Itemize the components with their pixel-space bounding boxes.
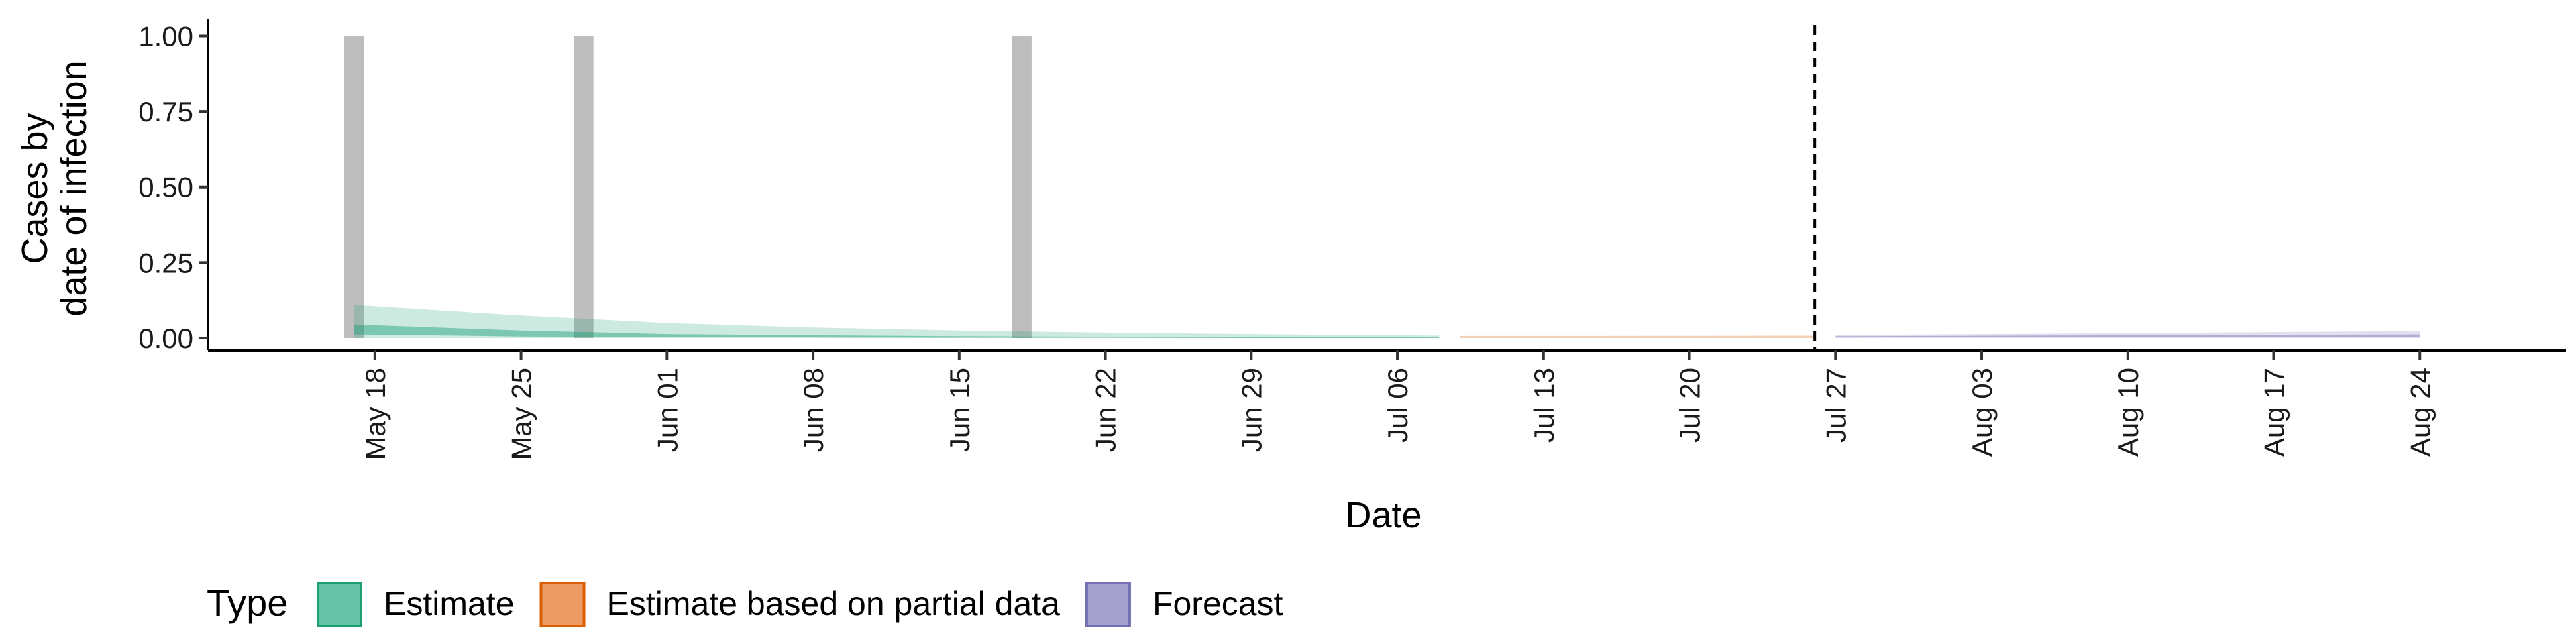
legend-title: Type: [207, 582, 288, 624]
reported-cases-bar-3: [1012, 36, 1032, 338]
x-axis-title: Date: [1345, 495, 1421, 535]
x-tick-label: Jul 06: [1382, 368, 1413, 443]
y-tick-label: 1.00: [138, 21, 193, 52]
y-axis-title-line: Cases by: [15, 113, 55, 264]
y-tick-label: 0.75: [138, 96, 193, 127]
x-tick-label: Jun 01: [651, 368, 683, 452]
legend-label-forecast: Forecast: [1152, 585, 1283, 623]
legend-key-estimate: [317, 582, 362, 627]
axes: 0.00 0.25 0.50 0.75 1.00 May 18 May 25 Jun 01 Ju…: [15, 19, 2566, 535]
x-tick-label: Jun 29: [1236, 368, 1267, 452]
x-tick-label: Jul 20: [1674, 368, 1706, 443]
y-tick-label: 0.25: [138, 247, 193, 278]
x-tick-label: May 25: [506, 368, 537, 460]
legend: Type Estimate Estimate based on partial da…: [207, 582, 1283, 627]
x-tick-label: May 18: [360, 368, 391, 460]
x-tick-label: Jul 13: [1528, 368, 1560, 443]
ribbon-outer-estimate-based-on-partial-data: [1460, 335, 1815, 338]
x-tick-label: Jul 27: [1820, 368, 1851, 443]
ribbon-outer-forecast: [1835, 331, 2420, 338]
x-tick-label: Aug 17: [2259, 368, 2290, 457]
x-tick-label: Jun 15: [944, 368, 975, 452]
y-tick-label: 0.50: [138, 172, 193, 203]
legend-key-estimate-based-on-partial-data: [539, 582, 586, 627]
x-tick-label: Aug 24: [2404, 368, 2436, 457]
plot-area: [343, 25, 2420, 350]
x-tick-label: Aug 03: [1966, 368, 1998, 457]
y-axis-title: Cases bydate of infection: [15, 60, 94, 316]
ribbon-inner-forecast: [1835, 334, 2420, 338]
reported-cases-bar-2: [574, 36, 594, 338]
legend-label-estimate: Estimate: [384, 585, 515, 623]
ribbon-outer-estimate: [354, 305, 1440, 338]
x-tick-label: Aug 10: [2112, 368, 2144, 457]
reported-cases-bar-1: [343, 36, 364, 338]
legend-key-forecast: [1085, 582, 1131, 627]
y-axis-title-line: date of infection: [54, 60, 94, 316]
legend-label-estimate-based-on-partial-data: Estimate based on partial data: [607, 585, 1061, 623]
y-tick-label: 0.00: [138, 323, 193, 354]
ribbon-inner-estimate: [354, 324, 1440, 338]
x-tick-label: Jun 22: [1090, 368, 1122, 452]
x-tick-label: Jun 08: [798, 368, 829, 452]
